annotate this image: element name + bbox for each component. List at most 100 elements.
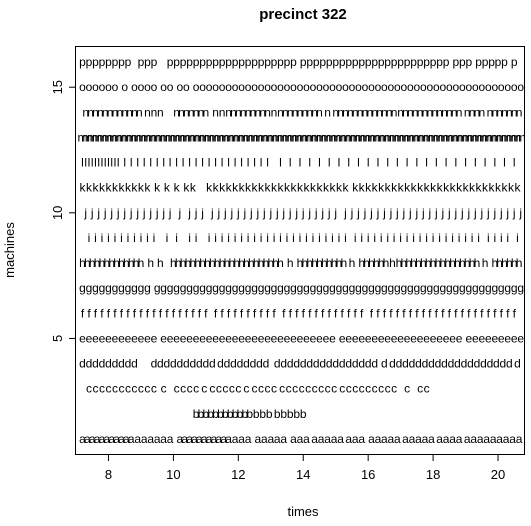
- data-point-j: j: [262, 206, 266, 220]
- data-point-d: d: [274, 357, 281, 371]
- data-point-p: p: [378, 55, 385, 69]
- data-point-l: l: [110, 156, 113, 170]
- data-point-f: f: [506, 306, 510, 320]
- data-point-j: j: [350, 206, 354, 220]
- data-point-k: k: [92, 181, 99, 195]
- data-point-n: n: [474, 105, 481, 119]
- data-point-n: n: [366, 105, 373, 119]
- data-point-j: j: [320, 206, 324, 220]
- data-point-c: c: [151, 382, 157, 396]
- data-point-o: o: [427, 80, 434, 94]
- data-point-g: g: [225, 281, 232, 295]
- data-point-n: n: [240, 105, 247, 119]
- data-point-o: o: [212, 80, 219, 94]
- data-point-p: p: [271, 55, 278, 69]
- data-point-f: f: [191, 306, 195, 320]
- data-point-c: c: [112, 382, 118, 396]
- data-point-c: c: [286, 382, 292, 396]
- data-point-n: n: [287, 105, 294, 119]
- data-point-h: h: [482, 256, 489, 270]
- data-point-j: j: [275, 206, 279, 220]
- data-point-p: p: [92, 55, 99, 69]
- data-point-n: n: [422, 105, 429, 119]
- data-point-a: a: [103, 432, 110, 446]
- data-point-h: h: [511, 256, 518, 270]
- data-point-k: k: [271, 181, 278, 195]
- x-tick-label: 14: [296, 467, 310, 482]
- data-point-f: f: [198, 306, 202, 320]
- data-point-c: c: [243, 382, 249, 396]
- data-point-p: p: [79, 55, 86, 69]
- data-point-f: f: [185, 306, 189, 320]
- data-point-o: o: [167, 80, 174, 94]
- data-point-m: m: [107, 130, 117, 144]
- data-point-h: h: [113, 256, 120, 270]
- data-point-i: i: [506, 231, 509, 245]
- data-point-h: h: [199, 256, 206, 270]
- data-point-m: m: [326, 130, 336, 144]
- data-point-f: f: [308, 306, 312, 320]
- data-point-k: k: [284, 181, 291, 195]
- data-point-j: j: [249, 206, 253, 220]
- data-point-g: g: [173, 281, 180, 295]
- data-point-h: h: [326, 256, 333, 270]
- data-point-i: i: [386, 231, 389, 245]
- data-point-h: h: [306, 256, 313, 270]
- data-point-g: g: [381, 281, 388, 295]
- data-point-m: m: [418, 130, 428, 144]
- data-point-g: g: [258, 281, 265, 295]
- data-point-j: j: [473, 206, 477, 220]
- data-point-d: d: [151, 357, 158, 371]
- data-point-l: l: [260, 156, 263, 170]
- data-point-c: c: [352, 382, 358, 396]
- data-point-f: f: [328, 306, 332, 320]
- data-point-k: k: [489, 181, 496, 195]
- data-point-c: c: [105, 382, 111, 396]
- data-point-o: o: [472, 80, 479, 94]
- data-point-h: h: [287, 256, 294, 270]
- data-point-k: k: [463, 181, 470, 195]
- data-point-i: i: [208, 231, 211, 245]
- data-point-i: i: [425, 231, 428, 245]
- data-point-p: p: [430, 55, 437, 69]
- data-point-e: e: [511, 331, 518, 345]
- data-point-o: o: [517, 80, 524, 94]
- data-point-h: h: [224, 256, 231, 270]
- data-point-g: g: [316, 281, 323, 295]
- data-point-n: n: [332, 105, 339, 119]
- data-point-a: a: [118, 432, 125, 446]
- data-point-o: o: [138, 80, 145, 94]
- data-point-o: o: [219, 80, 226, 94]
- data-point-e: e: [118, 331, 125, 345]
- data-point-j: j: [343, 206, 347, 220]
- data-point-h: h: [204, 256, 211, 270]
- data-point-l: l: [289, 156, 292, 170]
- data-point-j: j: [376, 206, 380, 220]
- data-point-j: j: [155, 206, 159, 220]
- data-point-h: h: [185, 256, 192, 270]
- data-point-g: g: [478, 281, 485, 295]
- data-point-i: i: [312, 231, 315, 245]
- data-point-e: e: [491, 331, 498, 345]
- data-point-j: j: [223, 206, 227, 220]
- data-point-l: l: [214, 156, 217, 170]
- data-point-o: o: [433, 80, 440, 94]
- data-point-k: k: [329, 181, 336, 195]
- data-point-l: l: [464, 156, 467, 170]
- data-point-k: k: [174, 181, 181, 195]
- data-point-f: f: [415, 306, 419, 320]
- data-point-c: c: [252, 382, 258, 396]
- data-point-g: g: [232, 281, 239, 295]
- data-point-l: l: [195, 156, 198, 170]
- data-point-m: m: [121, 130, 131, 144]
- data-point-i: i: [214, 231, 217, 245]
- data-point-k: k: [502, 181, 509, 195]
- data-point-c: c: [424, 382, 430, 396]
- data-point-j: j: [428, 206, 432, 220]
- data-point-j: j: [505, 206, 509, 220]
- data-point-l: l: [445, 156, 448, 170]
- data-point-d: d: [319, 357, 326, 371]
- data-point-n: n: [173, 105, 180, 119]
- data-point-d: d: [409, 357, 416, 371]
